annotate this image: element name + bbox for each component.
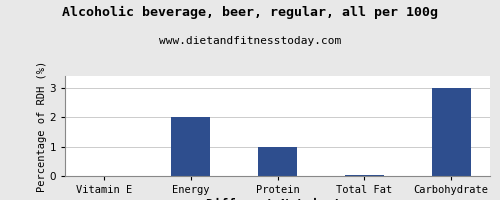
- Bar: [345, 175, 384, 176]
- Bar: [171, 117, 210, 176]
- Bar: [432, 88, 470, 176]
- X-axis label: Different Nutrients: Different Nutrients: [206, 198, 349, 200]
- Y-axis label: Percentage of RDH (%): Percentage of RDH (%): [36, 60, 46, 192]
- Text: www.dietandfitnesstoday.com: www.dietandfitnesstoday.com: [159, 36, 341, 46]
- Bar: [258, 147, 297, 176]
- Text: Alcoholic beverage, beer, regular, all per 100g: Alcoholic beverage, beer, regular, all p…: [62, 6, 438, 19]
